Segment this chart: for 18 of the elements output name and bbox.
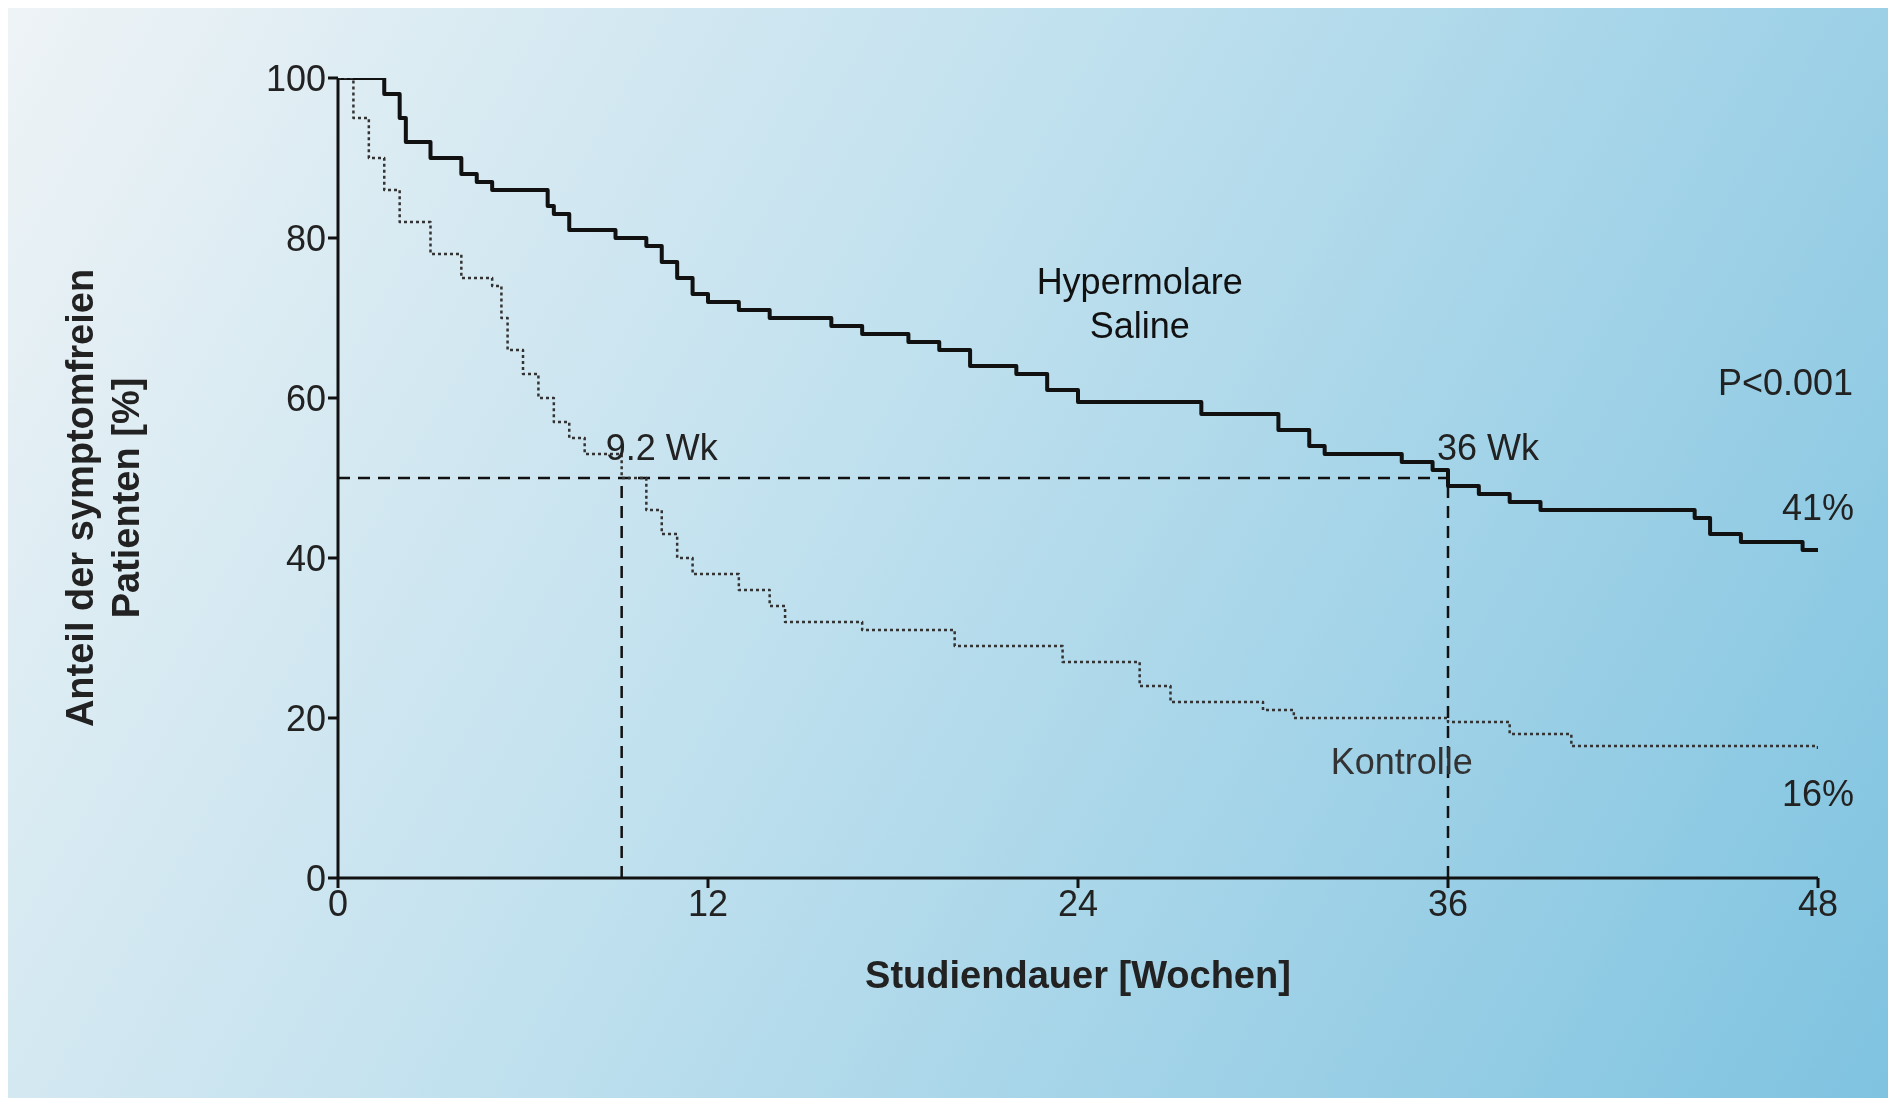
- y-tick-label: 100: [265, 57, 326, 99]
- y-tick-label: 20: [285, 697, 326, 739]
- x-tick-label: 24: [1057, 882, 1099, 924]
- x-tick-label: 48: [1797, 882, 1839, 924]
- x-tick-label: 12: [687, 882, 729, 924]
- x-axis-title: Studiendauer [Wochen]: [865, 954, 1291, 996]
- y-axis-title: Anteil der symptomfreien Patienten [%]: [58, 267, 148, 730]
- y-tick-label: 60: [285, 377, 326, 419]
- annotation: P<0.001: [1717, 361, 1853, 403]
- y-tick-label: 80: [285, 217, 326, 259]
- annotation: 41%: [1781, 487, 1855, 528]
- ref-line-label: 36 Wk: [1436, 427, 1541, 468]
- series-label: Hypermolare Saline: [1036, 261, 1243, 346]
- annotation: 16%: [1781, 772, 1855, 814]
- x-tick-label: 36: [1427, 882, 1469, 924]
- y-tick-label: 40: [285, 537, 326, 579]
- ref-line-label: 9.2 Wk: [605, 427, 719, 468]
- series-label: Kontrolle: [1330, 741, 1473, 782]
